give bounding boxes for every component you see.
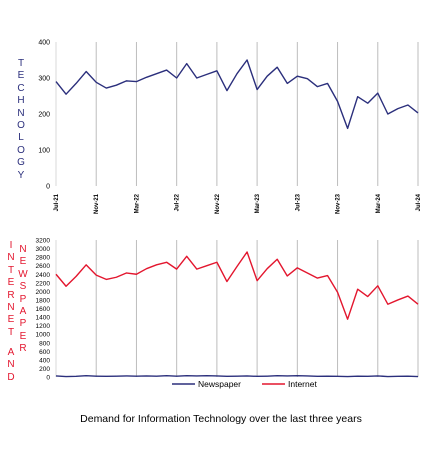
x-tick-label: Nov-22	[215, 193, 221, 214]
y-tick-label: 400	[39, 357, 50, 364]
technology-x-tick-labels: Jul-21 Nov-21 Mar-22 Jul-22 Nov-22 Mar-23 Jul-…	[54, 193, 422, 214]
y-tick-label: 3200	[36, 238, 51, 245]
y-tick-label: 2000	[36, 289, 51, 296]
y-tick-label: 2800	[36, 255, 51, 262]
side-label-letter: P	[19, 293, 27, 305]
y-tick-label: 600	[39, 349, 50, 356]
y-tick-label: 800	[39, 340, 50, 347]
side-label-letter: A	[19, 306, 27, 318]
side-label-letter: E	[19, 330, 27, 342]
y-tick-label: 1400	[36, 315, 51, 322]
side-label-letter: E	[7, 314, 15, 326]
side-label-letter: O	[17, 144, 25, 156]
y-tick-label: 2200	[36, 280, 51, 287]
technology-chart: 0 100 200 300 400	[38, 40, 419, 191]
x-tick-label: Jul-24	[416, 193, 422, 211]
side-label-letter: T	[17, 58, 25, 69]
legend-label: Newspaper	[198, 379, 241, 389]
x-tick-label: Jul-21	[54, 193, 60, 211]
y-tick-label: 200	[39, 366, 50, 373]
side-label-letter: C	[17, 82, 25, 94]
legend: Newspaper Internet	[172, 379, 317, 389]
side-label-letter: N	[17, 107, 25, 119]
series-line	[55, 251, 419, 320]
side-label-letter: N	[7, 302, 15, 314]
y-tick-label: 400	[38, 40, 50, 47]
y-tick-label: 2400	[36, 272, 51, 279]
y-tick-label: 300	[38, 76, 50, 83]
side-label-letter: N	[7, 252, 15, 264]
x-tick-label: Jul-23	[295, 193, 301, 211]
y-tick-label: 1200	[36, 323, 51, 330]
x-tick-label: Jul-22	[175, 193, 181, 211]
chart-caption: Demand for Information Technology over t…	[80, 413, 362, 425]
x-tick-label: Mar-22	[134, 193, 140, 213]
series-line	[55, 375, 419, 378]
side-label-letter: P	[19, 318, 27, 330]
y-tick-label: 3000	[36, 246, 51, 253]
y-tick-label: 1800	[36, 297, 51, 304]
y-tick-label: 1000	[36, 332, 51, 339]
side-label-letter: H	[17, 95, 25, 107]
x-tick-label: Nov-23	[336, 193, 342, 214]
side-label-letter: O	[17, 120, 25, 132]
side-label-letter: D	[7, 371, 15, 383]
side-label-letter: A	[7, 347, 15, 358]
series-line	[55, 59, 419, 130]
y-tick-label: 200	[38, 112, 50, 119]
side-label-letter: N	[19, 244, 27, 255]
legend-label: Internet	[288, 379, 317, 389]
side-label-letter: G	[17, 157, 25, 169]
side-label-letter: E	[17, 70, 25, 82]
side-label-letter: E	[19, 256, 27, 268]
y-tick-label: 1600	[36, 306, 51, 313]
side-label-letter: T	[7, 264, 15, 276]
side-label-letter: S	[19, 281, 27, 293]
y-tick-label: 2600	[36, 263, 51, 270]
side-label-letter: N	[7, 359, 15, 371]
x-tick-label: Nov-21	[94, 193, 100, 214]
side-label-letter: L	[18, 132, 24, 144]
y-tick-label: 0	[46, 375, 50, 382]
side-label-letter: R	[19, 343, 27, 355]
side-label-letter: E	[7, 277, 15, 289]
side-label-letter: R	[7, 289, 15, 301]
side-label-letter: Y	[17, 169, 25, 181]
y-tick-label: 0	[46, 184, 50, 191]
x-tick-label: Mar-24	[376, 193, 382, 213]
y-tick-label: 100	[38, 148, 50, 155]
x-tick-label: Mar-23	[255, 193, 261, 213]
side-label-letter: I	[9, 240, 13, 251]
side-label-letter: W	[18, 268, 28, 280]
side-label-letter: T	[7, 326, 15, 338]
